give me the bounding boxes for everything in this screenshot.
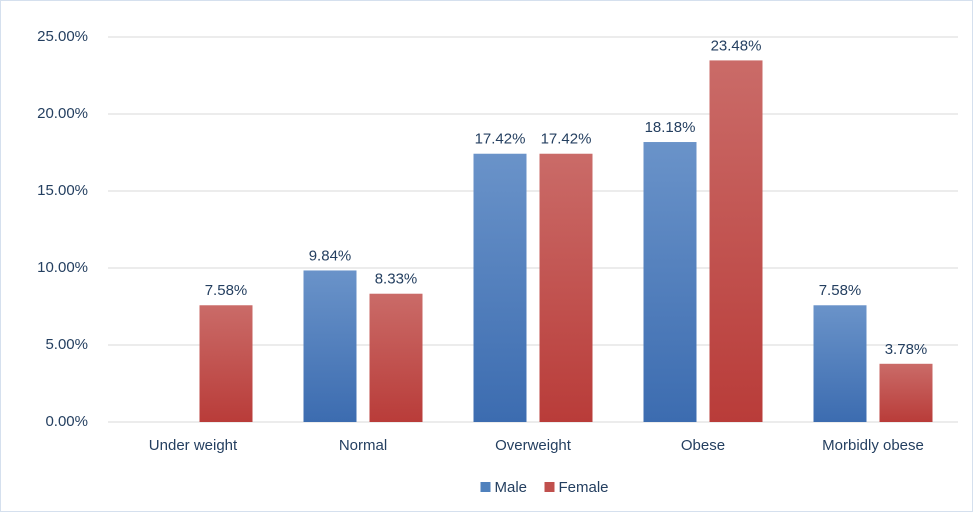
- legend-swatch: [480, 482, 491, 492]
- bar: [199, 305, 253, 422]
- value-label: 17.42%: [541, 131, 592, 148]
- bar: [473, 153, 527, 422]
- value-label: 23.48%: [711, 37, 762, 54]
- value-label: 7.58%: [205, 282, 248, 299]
- bar: [643, 142, 697, 422]
- y-tick-label: 0.00%: [45, 413, 88, 430]
- bar: [709, 60, 763, 423]
- y-tick-label: 5.00%: [45, 336, 88, 353]
- value-label: 7.58%: [819, 282, 862, 299]
- legend-swatch: [544, 482, 555, 492]
- x-tick-label: Overweight: [495, 437, 572, 454]
- bar: [369, 293, 423, 422]
- x-tick-label: Morbidly obese: [822, 437, 924, 454]
- bar: [879, 363, 933, 422]
- y-tick-label: 25.00%: [37, 28, 88, 45]
- bar: [813, 305, 867, 422]
- bar: [539, 153, 593, 422]
- y-tick-label: 15.00%: [37, 182, 88, 199]
- x-tick-label: Under weight: [149, 437, 238, 454]
- y-tick-label: 10.00%: [37, 259, 88, 276]
- legend-label: Female: [559, 479, 609, 496]
- y-tick-label: 20.00%: [37, 105, 88, 122]
- x-tick-label: Obese: [681, 437, 725, 454]
- legend-label: Male: [495, 479, 528, 496]
- value-label: 8.33%: [375, 271, 418, 288]
- value-label: 9.84%: [309, 247, 352, 264]
- x-tick-label: Normal: [339, 437, 387, 454]
- value-label: 3.78%: [885, 341, 928, 358]
- value-label: 18.18%: [645, 119, 696, 136]
- value-label: 17.42%: [475, 131, 526, 148]
- bar: [303, 270, 357, 422]
